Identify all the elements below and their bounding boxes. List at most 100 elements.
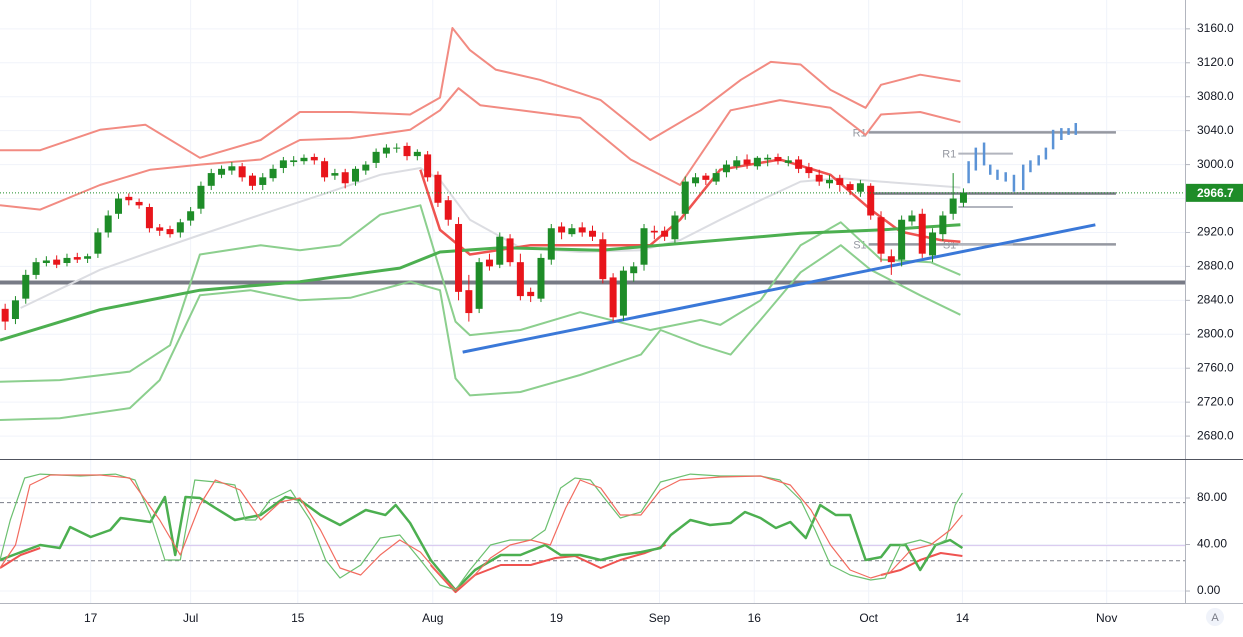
y-tick-label: 0.00: [1197, 583, 1221, 597]
candle-body: [640, 228, 648, 265]
candle-body: [382, 147, 390, 154]
candle-body: [455, 223, 463, 292]
candle-body: [413, 151, 421, 157]
candle-body: [310, 156, 318, 161]
auto-scale-button[interactable]: [1206, 608, 1224, 626]
x-tick-label: 19: [550, 611, 564, 625]
candle-body: [733, 160, 741, 167]
x-tick-label: Aug: [422, 611, 443, 625]
y-tick-label: 40.00: [1197, 537, 1227, 551]
candle-body: [887, 256, 895, 263]
candle-body: [898, 219, 906, 260]
candle-body: [918, 213, 926, 254]
x-tick-label: 14: [956, 611, 970, 625]
candle-body: [547, 228, 555, 260]
candle-body: [826, 179, 833, 184]
candle-body: [815, 174, 823, 182]
candle-body: [764, 157, 772, 160]
y-tick-label: 3040.0: [1197, 123, 1234, 137]
candle-body: [352, 168, 359, 182]
candle-body: [403, 145, 411, 157]
y-tick-label: 2720.0: [1197, 394, 1234, 408]
candle-body: [867, 185, 875, 216]
candle-body: [630, 266, 638, 274]
candle-body: [94, 232, 102, 254]
candle-body: [589, 230, 596, 237]
indicator-line: [20, 167, 961, 309]
y-tick-label: 3000.0: [1197, 157, 1234, 171]
candle-body: [1, 308, 9, 322]
candle-body: [619, 270, 627, 316]
x-tick-label: Oct: [859, 611, 878, 625]
y-tick-label: 2880.0: [1197, 259, 1234, 273]
candle-body: [929, 232, 937, 256]
candle-body: [784, 160, 792, 163]
y-tick-label: 3080.0: [1197, 89, 1234, 103]
candle-body: [197, 185, 205, 209]
candle-body: [444, 200, 452, 220]
candle-body: [331, 173, 339, 176]
candle-body: [32, 262, 40, 275]
candle-body: [362, 164, 370, 171]
candle-body: [156, 227, 164, 231]
candle-body: [537, 257, 545, 299]
candle-body: [671, 215, 679, 240]
candle-body: [939, 215, 947, 235]
candle-body: [63, 257, 71, 264]
candle-body: [104, 215, 112, 233]
candle-body: [599, 239, 607, 280]
candle-body: [42, 260, 50, 264]
trendline: [462, 223, 1096, 354]
last-price-box: [1186, 183, 1243, 202]
candle-body: [753, 157, 761, 167]
y-tick-label: 2800.0: [1197, 326, 1234, 340]
candle-body: [949, 198, 957, 214]
candle-body: [877, 217, 885, 254]
candle-body: [279, 160, 287, 168]
candle-body: [846, 184, 854, 191]
candle-body: [578, 227, 586, 233]
candle-body: [166, 229, 174, 235]
candle-body: [187, 211, 195, 221]
candle-body: [259, 177, 267, 185]
indicator-line: [0, 223, 961, 342]
oscillator-line: [0, 495, 964, 592]
oscillator-panel: [0, 473, 1185, 594]
candle-body: [135, 201, 143, 206]
candle-body: [568, 228, 576, 235]
x-tick-label: Sep: [649, 611, 671, 625]
candle-body: [650, 230, 658, 233]
last-price-label: 2966.7: [1197, 186, 1234, 200]
oscillator-line: [0, 473, 963, 591]
candle-body: [218, 168, 226, 175]
auto-scale-label[interactable]: A: [1211, 612, 1219, 624]
indicator-line: [0, 87, 961, 211]
x-tick-label: Jul: [183, 611, 198, 625]
candle-body: [516, 262, 524, 297]
candle-body: [393, 147, 401, 149]
candle-body: [805, 167, 813, 174]
x-tick-label: 16: [748, 611, 762, 625]
indicator-line: [0, 27, 961, 159]
candle-body: [248, 175, 256, 186]
candle-body: [496, 236, 504, 265]
candle-body: [661, 230, 669, 237]
x-tick-label: 17: [84, 611, 98, 625]
candle-body: [609, 277, 617, 318]
candle-body: [743, 159, 751, 165]
candle-body: [228, 166, 236, 171]
y-tick-label: 80.00: [1197, 490, 1227, 504]
y-tick-label: 2760.0: [1197, 360, 1234, 374]
candle-body: [73, 257, 81, 260]
candle-body: [856, 183, 864, 192]
candle-body: [125, 196, 133, 201]
candle-body: [908, 215, 916, 222]
candle-body: [485, 259, 493, 267]
pivot-label: R1: [853, 127, 867, 139]
x-tick-label: Nov: [1096, 611, 1117, 625]
